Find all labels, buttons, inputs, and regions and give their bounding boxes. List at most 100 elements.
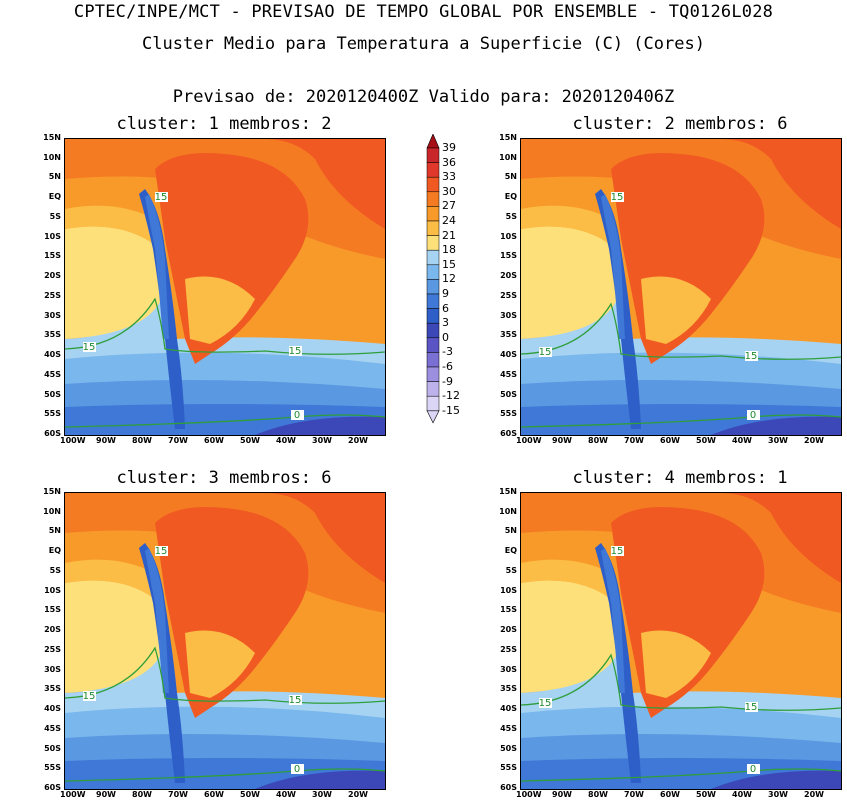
lon-tick-label: 30W [312,790,332,799]
lat-tick-label: 5N [48,172,61,182]
colorbar-tick-label: 21 [442,228,456,242]
lat-tick-label: 55S [44,763,61,773]
svg-text:0: 0 [294,764,300,775]
lat-tick-label: 5S [505,211,517,221]
colorbar-swatch [426,366,440,382]
lon-tick-label: 40W [732,790,752,799]
colorbar-tick-label: 30 [442,184,456,198]
lat-tick-label: 15N [43,487,61,496]
colorbar-tick-label: -3 [442,345,453,359]
lat-tick-label: 60S [44,783,61,792]
svg-text:15: 15 [83,691,96,702]
lat-tick-label: 25S [44,644,61,654]
contour-label-0: 0 [291,410,304,421]
lat-tick-label: 10S [44,585,61,595]
temperature-map-cluster-4: 15 15 15 0 [520,492,842,790]
lat-tick-label: 5N [504,172,517,182]
colorbar-tick-label: 6 [442,301,449,315]
colorbar-tick-label: 27 [442,199,456,213]
svg-text:15: 15 [155,192,168,203]
lon-tick-label: 90W [96,436,116,445]
lon-tick-label: 60W [204,790,224,799]
panel-title-cluster-3: cluster: 3 membros: 6 [116,468,332,488]
lat-tick-label: 40S [500,350,517,360]
contour-label-15-east: 15 [745,702,758,713]
contour-label-0: 0 [291,764,304,775]
contour-label-15-west: 15 [83,691,96,702]
lat-tick-label: 20S [44,625,61,635]
svg-text:15: 15 [745,702,758,713]
lat-tick-label: 15S [44,251,61,261]
svg-text:15: 15 [83,342,96,353]
lon-tick-label: 20W [348,790,368,799]
lon-tick-label: 90W [552,436,572,445]
colorbar-tick-label: 24 [442,214,456,227]
temperature-colorbar: 39 36 33 30 27 24 21 18 15 12 9 6 3 0 -3 -6 -9 -12 -15 [426,133,486,444]
lat-tick-label: 15S [500,251,517,261]
lon-tick-label: 80W [132,436,152,445]
colorbar-tick-label: 36 [442,155,456,169]
lon-tick-label: 50W [696,436,716,445]
lat-tick-label: 20S [500,625,517,635]
lat-tick-label: 45S [44,369,61,379]
main-title: CPTEC/INPE/MCT - PREVISAO DE TEMPO GLOBA… [73,2,774,22]
lat-tick-label: 5S [49,565,61,575]
panel-title-cluster-1: cluster: 1 membros: 2 [116,114,332,134]
colorbar-swatch [426,235,440,251]
contour-label-15-west: 15 [539,347,552,358]
colorbar-tick-label: -12 [442,389,460,403]
lon-tick-label: 100W [60,790,86,799]
lon-tick-label: 100W [60,436,86,445]
svg-text:15: 15 [289,695,302,706]
colorbar-swatch [426,162,440,178]
lat-tick-label: 30S [44,310,61,320]
contour-label-15-north: 15 [611,192,624,203]
svg-text:15: 15 [611,192,624,203]
lon-tick-label: 60W [204,436,224,445]
lon-tick-label: 70W [624,436,644,445]
colorbar-swatch [426,220,440,236]
forecast-validity-line: Previsao de: 2020120400Z Valido para: 20… [172,87,675,107]
lat-tick-label: 15N [43,133,61,142]
lon-tick-label: 80W [588,436,608,445]
lat-tick-label: 15N [499,133,517,142]
temperature-map-cluster-2: 15 15 15 0 [520,138,842,436]
lon-tick-label: 50W [240,790,260,799]
colorbar-tick-label: 9 [442,287,449,300]
svg-text:15: 15 [539,347,552,358]
colorbar-tick-label: -15 [442,403,460,417]
lat-tick-label: 35S [500,684,517,694]
lat-tick-label: 10N [43,506,61,516]
lon-tick-label: 20W [348,436,368,445]
lon-tick-label: 100W [516,436,542,445]
lat-tick-label: EQ [48,192,61,202]
lon-tick-label: 40W [732,436,752,445]
lat-tick-label: 50S [500,743,517,753]
lat-tick-label: 10N [499,152,517,162]
lat-tick-label: 20S [44,271,61,281]
lat-tick-label: 35S [44,330,61,340]
lat-tick-label: 10S [44,231,61,241]
colorbar-bottom-arrow [426,410,440,424]
contour-label-15-west: 15 [539,698,552,709]
colorbar-swatch [426,337,440,353]
colorbar-tick-label: 3 [442,316,449,330]
colorbar-swatch [426,308,440,324]
lat-tick-label: 60S [500,783,517,792]
contour-label-15-north: 15 [155,192,168,203]
lon-tick-label: 40W [276,790,296,799]
lat-tick-label: 60S [44,429,61,438]
lat-tick-label: 30S [500,664,517,674]
lat-tick-label: 45S [500,723,517,733]
lat-tick-label: 40S [500,704,517,714]
colorbar-tick-label: 12 [442,272,456,286]
svg-text:0: 0 [750,764,756,775]
contour-label-15-east: 15 [289,346,302,357]
lat-tick-label: 5N [48,526,61,536]
lon-tick-label: 60W [660,790,680,799]
lon-tick-label: 30W [768,790,788,799]
lon-tick-label: 50W [240,436,260,445]
lat-tick-label: 50S [44,743,61,753]
lat-tick-label: 35S [500,330,517,340]
colorbar-swatch [426,249,440,266]
